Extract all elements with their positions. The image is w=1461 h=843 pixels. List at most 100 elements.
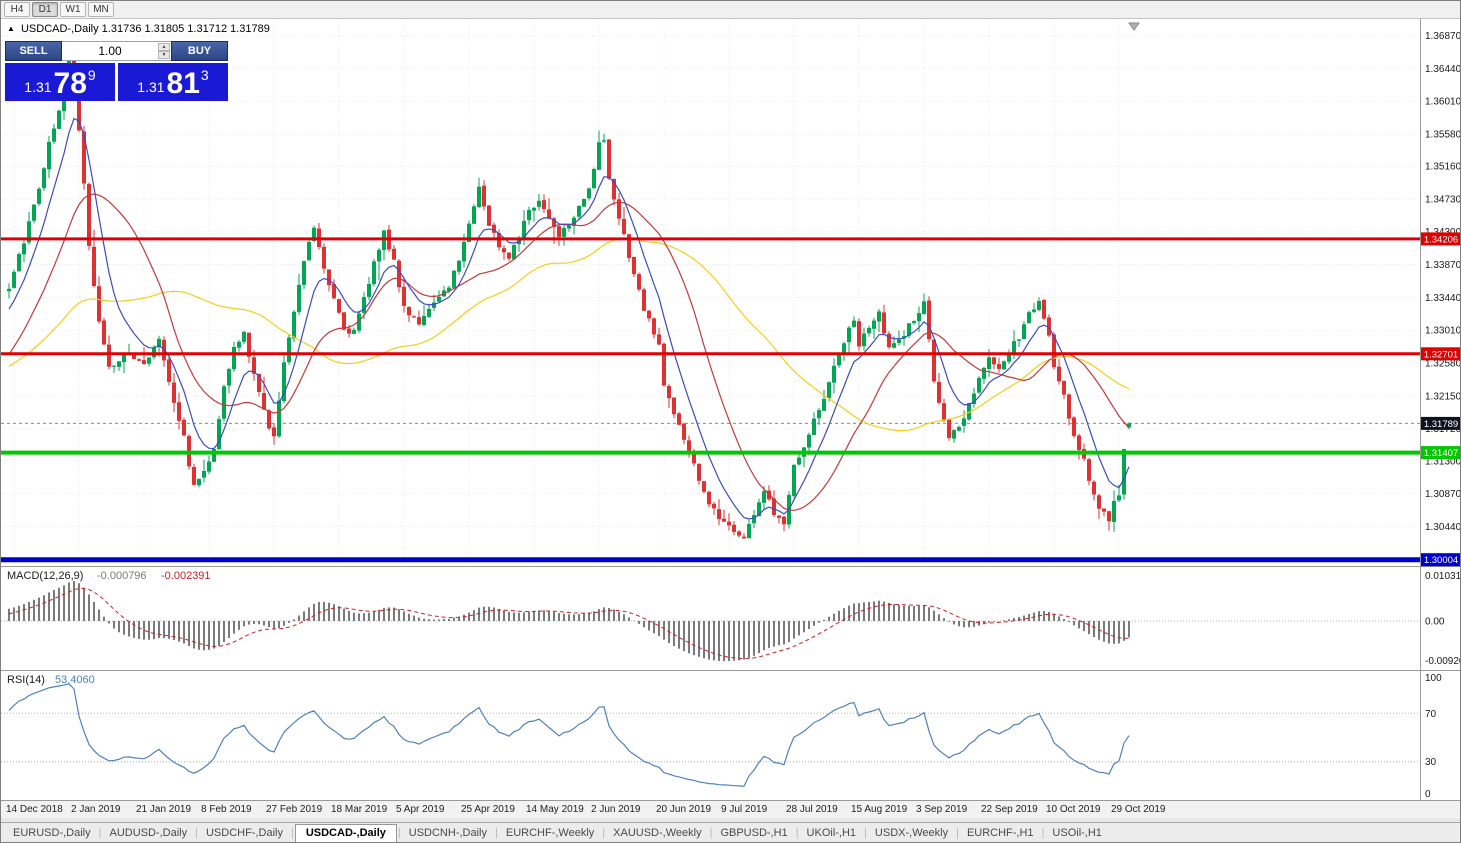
candle-body bbox=[37, 188, 41, 204]
candle-body bbox=[162, 339, 166, 361]
candle-body bbox=[632, 257, 636, 275]
volume-up-button[interactable]: ▲ bbox=[158, 43, 170, 51]
date-axis-label: 15 Aug 2019 bbox=[851, 804, 908, 815]
date-axis-label: 27 Feb 2019 bbox=[266, 804, 323, 815]
volume-input[interactable] bbox=[62, 42, 171, 60]
ask-price-box[interactable]: 1.31 81 3 bbox=[118, 63, 228, 101]
candle-body bbox=[1057, 366, 1061, 382]
candle-body bbox=[267, 410, 271, 429]
candle-body bbox=[792, 464, 796, 496]
candle-body bbox=[242, 331, 246, 342]
tab-gbpusd-h1[interactable]: GBPUSD-,H1 bbox=[720, 826, 788, 839]
candle-body bbox=[17, 254, 21, 272]
candle-body bbox=[972, 393, 976, 404]
level-price-badge-label: 1.32701 bbox=[1424, 349, 1458, 360]
macd-signal-line bbox=[8, 587, 1130, 660]
tab-xauusd-weekly[interactable]: XAUUSD-,Weekly bbox=[613, 826, 702, 839]
candle-body bbox=[312, 227, 316, 241]
tab-usdx-weekly[interactable]: USDX-,Weekly bbox=[874, 826, 949, 839]
tab-audusd-daily[interactable]: AUDUSD-,Daily bbox=[109, 826, 188, 839]
rsi-scale-label: 30 bbox=[1425, 757, 1437, 768]
chart-canvas[interactable]: 1.36870 1.36440 1.36010 1.35580 1.35160 1.347… bbox=[1, 19, 1461, 818]
candle-body bbox=[107, 344, 111, 367]
candle-body bbox=[87, 183, 91, 246]
candle-body bbox=[192, 467, 196, 485]
timeframe-button-h4[interactable]: H4 bbox=[4, 2, 30, 17]
buy-button[interactable]: BUY bbox=[171, 41, 228, 61]
candle-body bbox=[732, 524, 736, 532]
chart-shift-marker-icon[interactable] bbox=[1128, 22, 1140, 31]
candle-body bbox=[1072, 417, 1076, 436]
timeframe-button-w1[interactable]: W1 bbox=[60, 2, 86, 17]
candle-body bbox=[597, 142, 601, 170]
candle-body bbox=[587, 188, 591, 199]
tab-eurchf-weekly[interactable]: EURCHF-,Weekly bbox=[505, 826, 595, 839]
collapse-arrow-icon[interactable]: ▲ bbox=[7, 24, 15, 33]
rsi-scale-label: 0 bbox=[1425, 789, 1431, 800]
candle-body bbox=[167, 359, 171, 382]
candle-body bbox=[52, 128, 56, 142]
bid-price-box[interactable]: 1.31 78 9 bbox=[5, 63, 115, 101]
tab-usoil-h1[interactable]: USOil-,H1 bbox=[1052, 826, 1102, 839]
date-axis-label: 22 Sep 2019 bbox=[981, 804, 1038, 815]
candle-body bbox=[872, 320, 876, 329]
one-click-trading-panel: SELL ▲ ▼ BUY 1.31 78 9 1.31 81 3 bbox=[5, 41, 228, 101]
tab-usdcad-daily[interactable]: USDCAD-,Daily bbox=[294, 823, 397, 842]
candle-body bbox=[997, 364, 1001, 369]
price-axis-label: 1.36870 bbox=[1425, 31, 1461, 42]
candle-body bbox=[552, 218, 556, 228]
candle-body bbox=[332, 284, 336, 299]
up-arrow-icon: ▲ bbox=[161, 44, 167, 50]
rsi-panel-background bbox=[1, 671, 1460, 800]
tab-separator: | bbox=[864, 826, 867, 839]
candle-body bbox=[1052, 334, 1056, 368]
candle-body bbox=[57, 110, 61, 129]
candle-body bbox=[852, 320, 856, 327]
candle-body bbox=[937, 381, 941, 403]
macd-header-value-main: -0.000796 bbox=[97, 570, 147, 582]
candle-body bbox=[137, 359, 141, 361]
candle-body bbox=[102, 320, 106, 345]
date-axis-label: 10 Oct 2019 bbox=[1046, 804, 1101, 815]
candle-body bbox=[112, 365, 116, 367]
candle-body bbox=[482, 185, 486, 207]
current-price-badge-label: 1.31789 bbox=[1424, 419, 1458, 430]
candle-body bbox=[217, 419, 221, 450]
candle-body bbox=[782, 516, 786, 525]
candle-body bbox=[327, 269, 331, 286]
candle-body bbox=[877, 311, 881, 322]
tab-usdcnh-daily[interactable]: USDCNH-,Daily bbox=[408, 826, 487, 839]
tab-usdchf-daily[interactable]: USDCHF-,Daily bbox=[205, 826, 283, 839]
candle-body bbox=[612, 179, 616, 200]
candle-body bbox=[12, 271, 16, 288]
candle-body bbox=[357, 313, 361, 331]
sell-button[interactable]: SELL bbox=[5, 41, 62, 61]
bid-big-digits: 78 bbox=[53, 67, 87, 101]
chart-tab-bar: EURUSD-,Daily | AUDUSD-,Daily | USDCHF-,Dail… bbox=[1, 822, 1460, 842]
candle-body bbox=[1067, 394, 1071, 419]
candle-body bbox=[1097, 495, 1101, 509]
timeframe-button-d1[interactable]: D1 bbox=[32, 2, 58, 17]
current-price-badge bbox=[1421, 416, 1460, 430]
level-price-badge-label: 1.30004 bbox=[1424, 555, 1458, 566]
tab-ukoil-h1[interactable]: UKOil-,H1 bbox=[806, 826, 857, 839]
candle-body bbox=[1092, 481, 1096, 495]
candle-body bbox=[207, 461, 211, 472]
tab-separator: | bbox=[956, 826, 959, 839]
symbol-period-label: USDCAD-,Daily bbox=[20, 23, 99, 35]
tab-eurchf-h1[interactable]: EURCHF-,H1 bbox=[966, 826, 1034, 839]
candle-body bbox=[1107, 511, 1111, 522]
candle-body bbox=[347, 328, 351, 334]
volume-down-button[interactable]: ▼ bbox=[158, 51, 170, 59]
tab-eurusd-daily[interactable]: EURUSD-,Daily bbox=[13, 826, 91, 839]
candle-body bbox=[842, 343, 846, 355]
bid-prefix: 1.31 bbox=[24, 79, 52, 95]
candle-body bbox=[427, 308, 431, 317]
candle-body bbox=[1007, 354, 1011, 362]
main-panel-background bbox=[1, 19, 1460, 566]
date-axis-label: 9 Jul 2019 bbox=[721, 804, 768, 815]
timeframe-button-mn[interactable]: MN bbox=[88, 2, 114, 17]
candle-body bbox=[397, 260, 401, 288]
candle-body bbox=[377, 249, 381, 262]
price-axis-label: 1.31300 bbox=[1425, 456, 1461, 467]
